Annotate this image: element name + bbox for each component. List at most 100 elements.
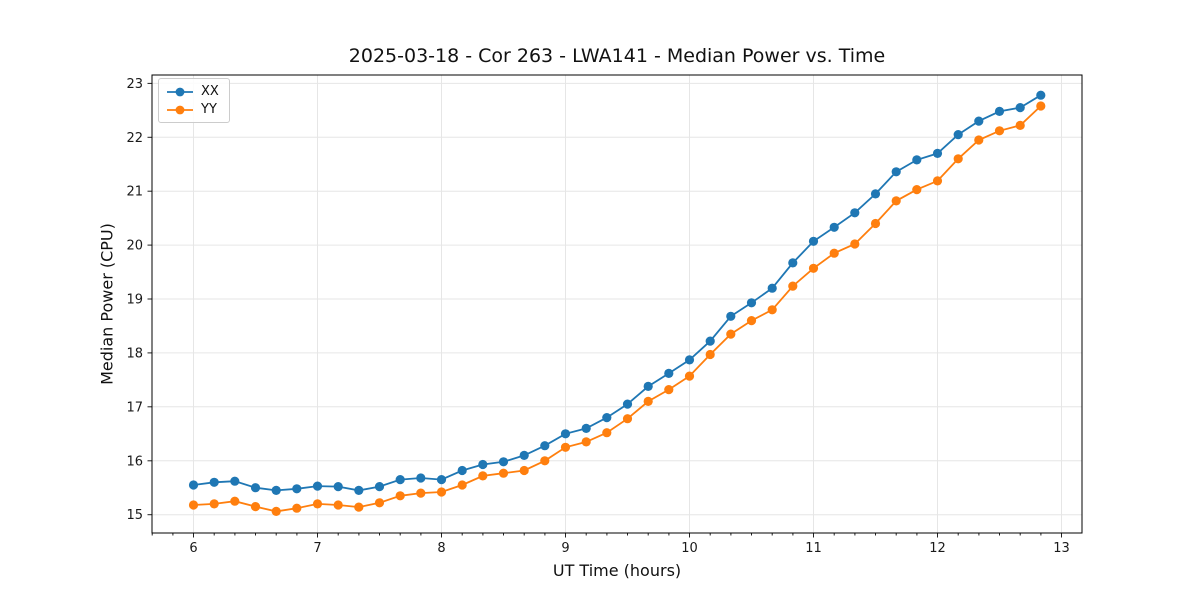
x-axis-ticks xyxy=(151,533,1062,538)
data-point xyxy=(602,428,612,438)
data-point xyxy=(684,355,695,365)
data-point xyxy=(519,450,529,460)
data-point xyxy=(312,499,323,509)
data-point xyxy=(643,396,653,406)
legend-swatch-icon xyxy=(167,105,193,114)
data-point xyxy=(581,437,591,447)
data-point xyxy=(188,480,199,490)
data-point xyxy=(953,130,963,140)
data-point xyxy=(726,329,736,339)
data-point xyxy=(209,499,219,509)
data-point xyxy=(788,258,798,268)
legend-label: XX xyxy=(201,84,219,99)
data-point xyxy=(850,208,860,218)
data-point xyxy=(643,381,653,391)
data-point xyxy=(912,155,922,165)
data-point xyxy=(1015,120,1025,130)
data-point xyxy=(271,485,281,495)
chart-title: 2025-03-18 - Cor 263 - LWA141 - Median P… xyxy=(348,45,886,67)
data-point xyxy=(808,263,819,273)
data-point xyxy=(891,196,901,206)
data-point xyxy=(705,336,715,346)
data-point xyxy=(912,185,922,195)
data-point xyxy=(602,413,612,423)
data-point xyxy=(188,500,199,510)
svg-text:13: 13 xyxy=(1053,541,1070,556)
data-point xyxy=(1015,103,1025,113)
data-point xyxy=(560,442,571,452)
data-point xyxy=(436,487,447,497)
data-point xyxy=(664,385,674,395)
data-point xyxy=(788,281,798,291)
axes-frame xyxy=(151,74,1083,534)
data-point xyxy=(994,106,1005,116)
svg-text:23: 23 xyxy=(126,77,143,92)
data-point xyxy=(271,506,281,516)
svg-text:21: 21 xyxy=(126,185,143,200)
data-point xyxy=(1036,90,1046,100)
legend-item-YY: YY xyxy=(166,102,219,117)
data-point xyxy=(974,135,984,145)
data-point xyxy=(705,349,715,360)
svg-text:19: 19 xyxy=(126,293,143,308)
data-point xyxy=(746,298,757,308)
data-point xyxy=(622,414,633,424)
data-point xyxy=(292,503,302,513)
data-point xyxy=(560,429,571,439)
svg-text:8: 8 xyxy=(437,541,445,556)
data-point xyxy=(395,475,405,485)
data-point xyxy=(850,239,860,249)
data-point xyxy=(829,248,839,258)
data-point xyxy=(498,468,509,478)
svg-text:10: 10 xyxy=(681,541,698,556)
data-point xyxy=(664,368,674,378)
svg-text:22: 22 xyxy=(126,131,143,146)
data-point xyxy=(932,176,943,186)
svg-text:12: 12 xyxy=(929,541,946,556)
data-point xyxy=(354,502,364,512)
data-point xyxy=(726,311,736,321)
data-point xyxy=(870,189,881,199)
series-XX xyxy=(188,90,1046,495)
data-point xyxy=(354,485,364,495)
data-point xyxy=(457,465,467,476)
data-point xyxy=(540,456,550,466)
legend-item-XX: XX xyxy=(166,84,219,99)
legend-label: YY xyxy=(201,102,217,117)
svg-text:17: 17 xyxy=(126,400,143,415)
svg-text:7: 7 xyxy=(313,541,321,556)
svg-text:11: 11 xyxy=(805,541,822,556)
data-point xyxy=(230,476,240,486)
data-point xyxy=(994,126,1005,136)
data-point xyxy=(519,465,529,476)
data-point xyxy=(436,475,447,485)
data-point xyxy=(395,491,405,501)
data-point xyxy=(870,218,881,229)
data-point xyxy=(622,399,633,409)
data-point xyxy=(416,488,426,498)
data-point xyxy=(416,473,426,483)
data-point xyxy=(540,441,550,451)
data-point xyxy=(250,502,261,512)
data-point xyxy=(230,496,240,506)
data-point xyxy=(746,316,757,326)
data-point xyxy=(312,481,323,491)
data-point xyxy=(767,283,777,293)
data-point xyxy=(374,498,385,508)
series-YY xyxy=(188,101,1046,516)
data-point xyxy=(974,116,984,126)
data-point xyxy=(684,371,695,381)
data-point xyxy=(953,154,963,164)
x-tick-labels: 6 7 8 9 10 11 12 13 xyxy=(189,541,1069,556)
data-point xyxy=(478,471,488,481)
legend: XX YY xyxy=(158,78,230,123)
data-point xyxy=(333,482,343,492)
y-axis-ticks xyxy=(147,82,152,516)
data-point xyxy=(829,222,839,232)
data-point xyxy=(808,236,819,246)
svg-text:9: 9 xyxy=(561,541,569,556)
svg-text:15: 15 xyxy=(126,508,143,523)
svg-text:20: 20 xyxy=(126,239,143,254)
data-point xyxy=(209,477,219,487)
